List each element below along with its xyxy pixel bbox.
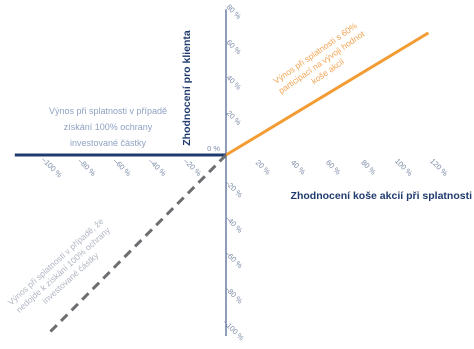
y-tick-label: 80 %	[225, 2, 244, 21]
y-tick-labels: 80 %60 %40 %20 %0 %–20 %–40 %–60 %–80 %–…	[207, 2, 246, 342]
x-tick-label: 100 %	[393, 157, 415, 179]
y-tick-label: 40 %	[225, 73, 244, 92]
y-tick-label: –100 %	[222, 318, 247, 343]
y-tick-label: 20 %	[225, 109, 244, 128]
x-tick-label: 40 %	[289, 158, 308, 177]
x-tick-label: –40 %	[147, 157, 169, 179]
x-tick-labels: –100 % –80 % –60 % –40 % –20 % 20 % 40 % 60 % 80…	[40, 155, 450, 180]
series-group	[14, 31, 430, 334]
y-tick-label: 0 %	[207, 144, 220, 153]
x-tick-label: 20 %	[254, 158, 273, 177]
x-tick-label: –20 %	[182, 157, 204, 179]
annotation-participation: Výnos při splatnosti s 60% participací n…	[271, 20, 367, 95]
y-axis-title: Zhodnocení pro klienta	[181, 30, 193, 146]
x-tick-label: –80 %	[76, 157, 98, 179]
no-protection-line	[48, 153, 228, 334]
annotation-participation-line-2: participací na vývoji hodnot	[277, 28, 367, 95]
annotation-protection: Výnos při splatnosti v případě získání 1…	[49, 106, 167, 148]
annotation-protection-line-3: investované částky	[70, 138, 147, 148]
x-tick-label: –60 %	[111, 157, 133, 179]
x-tick-label: 80 %	[359, 158, 378, 177]
annotation-protection-line-1: Výnos při splatnosti v případě	[49, 106, 167, 116]
annotation-no-protection: Výnos při splatnosti v případě, že nedoj…	[6, 216, 113, 315]
x-tick-label: –100 %	[40, 155, 65, 180]
x-tick-label: 60 %	[324, 158, 343, 177]
participation-line	[225, 31, 430, 157]
x-axis-title: Zhodnocení koše akcií při splatnosti	[291, 190, 473, 202]
x-tick-label: 120 %	[428, 157, 450, 179]
annotation-no-protection-line-2: nedojde k získání 100% ochrany	[14, 224, 113, 314]
annotation-protection-line-2: získání 100% ochrany	[64, 122, 153, 132]
y-tick-label: 60 %	[225, 38, 244, 57]
